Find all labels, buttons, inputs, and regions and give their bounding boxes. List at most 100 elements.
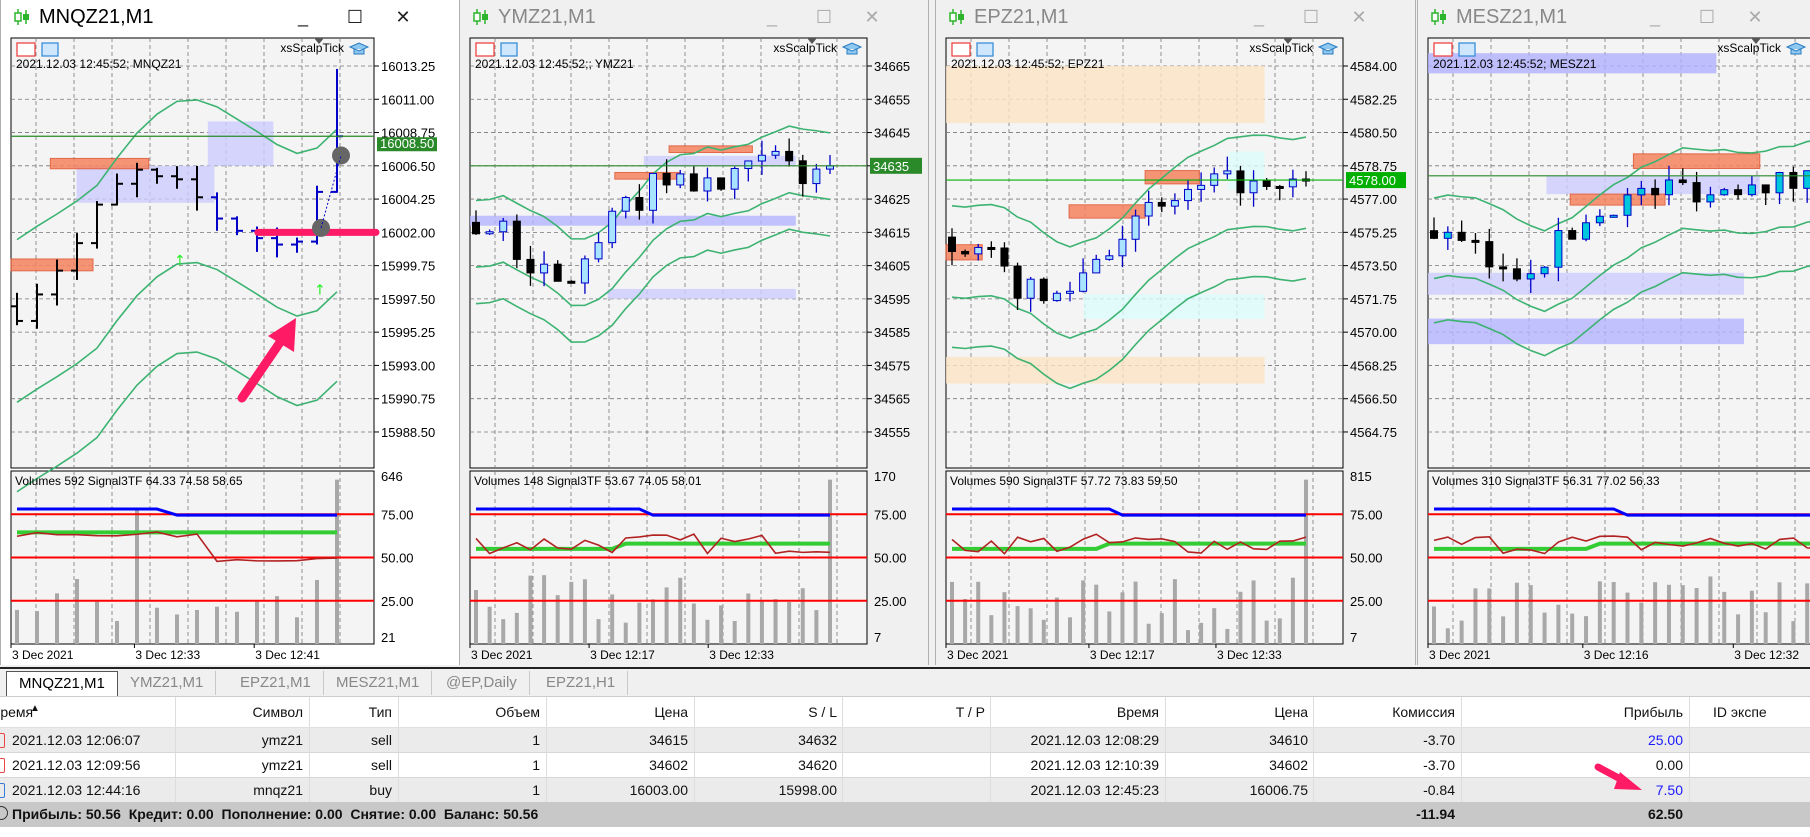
price-axis-label: 34625 <box>874 192 910 207</box>
column-header[interactable]: Цена <box>546 704 688 720</box>
price-axis-label: 4573.50 <box>1350 259 1397 274</box>
volumes-label: Volumes 592 Signal3TF 64.33 74.58 58.65 <box>15 474 243 488</box>
candle-body <box>1145 202 1152 216</box>
current-price-label: 16008.50 <box>380 136 434 151</box>
volume-bar <box>335 480 339 644</box>
trade-history-table: Время Символ Тип Объем Цена S / L T / P Время Це… <box>0 696 1810 837</box>
candle-body <box>1804 171 1810 189</box>
column-divider[interactable] <box>1689 697 1690 727</box>
column-header[interactable]: Прибыль <box>1461 704 1683 720</box>
volume-bar <box>624 623 628 644</box>
tab--ep-daily[interactable]: @EP,Daily <box>434 671 530 695</box>
candle-body <box>1080 273 1087 291</box>
candle-body <box>704 178 711 191</box>
column-header[interactable]: S / L <box>694 704 837 720</box>
account-summary: Прибыль: 50.56 Кредит: 0.00 Пополнение: … <box>12 806 538 822</box>
column-divider <box>1689 778 1690 802</box>
volume-bar <box>597 619 601 644</box>
cell-profit: 0.00 <box>1461 757 1683 773</box>
buy-order-icon <box>0 783 5 798</box>
column-header[interactable]: Объем <box>398 704 540 720</box>
candle-body <box>745 161 752 169</box>
price-chart[interactable]: 4584.004582.254580.504578.754577.004575.… <box>936 0 1415 665</box>
candle-body <box>1762 185 1769 193</box>
volume-bar <box>828 480 832 644</box>
column-header[interactable]: Тип <box>309 704 392 720</box>
indicator-axis-label: 75.00 <box>381 507 414 522</box>
candle-body <box>541 264 548 273</box>
date-axis-label: 3 Dec 12:33 <box>135 648 200 662</box>
list-icon <box>1434 43 1452 56</box>
volume-bar <box>665 587 669 644</box>
volume-bar <box>1695 588 1699 644</box>
indicator-axis-label: 7 <box>1350 630 1357 645</box>
volume-bar <box>1556 605 1560 644</box>
candle-body <box>962 251 969 253</box>
candle-body <box>1093 259 1100 273</box>
volume-bar <box>1612 582 1616 644</box>
volume-bar <box>75 579 79 644</box>
volume-bar <box>1291 578 1295 644</box>
candle-body <box>1053 293 1060 300</box>
price-chart[interactable]: 16013.2516011.0016008.7516006.5016004.25… <box>1 0 459 665</box>
price-axis-label: 4571.75 <box>1350 292 1397 307</box>
sort-ascending-icon[interactable]: ▲ <box>30 703 40 714</box>
candle-body <box>581 259 588 283</box>
volume-bar <box>1570 614 1574 644</box>
current-price-label: 34635 <box>873 159 909 174</box>
volume-bar <box>787 602 791 644</box>
volume-bar <box>1681 585 1685 644</box>
volume-bar <box>315 580 319 644</box>
price-axis-label: 16004.25 <box>381 192 435 207</box>
candle-body <box>988 247 995 249</box>
price-chart[interactable]: 2021.12.03 12:45:52; MESZ21xsScalpTickVo… <box>1418 0 1810 665</box>
commission-total: -11.94 <box>1361 806 1455 822</box>
candle-body <box>1444 232 1451 238</box>
price-axis-label: 34615 <box>874 225 910 240</box>
candle-body <box>772 151 779 155</box>
tab-epz21-m1[interactable]: EPZ21,M1 <box>228 671 324 695</box>
column-header[interactable]: Время <box>990 704 1159 720</box>
column-header[interactable]: Комиссия <box>1313 704 1455 720</box>
volume-bar <box>583 579 587 644</box>
volumes-label: Volumes 590 Signal3TF 57.72 73.83 59.50 <box>950 474 1178 488</box>
candle-body <box>1040 279 1047 300</box>
volume-bar <box>215 607 219 644</box>
column-header[interactable]: Символ <box>176 704 303 720</box>
column-header[interactable]: Цена <box>1165 704 1308 720</box>
price-axis-label: 4575.25 <box>1350 225 1397 240</box>
tab-ymz21-m1[interactable]: YMZ21,M1 <box>118 671 216 695</box>
tab-mesz21-m1[interactable]: MESZ21,M1 <box>324 671 432 695</box>
tab-epz21-h1[interactable]: EPZ21,H1 <box>534 671 628 695</box>
column-header[interactable]: ID экспе <box>1713 704 1810 720</box>
volume-bar <box>1750 591 1754 644</box>
cell-open-time: 2021.12.03 12:09:56 <box>12 757 132 773</box>
tab-mnqz21-m1[interactable]: MNQZ21,M1 <box>6 671 118 696</box>
volume-bar <box>1055 598 1059 644</box>
column-header[interactable]: Время <box>0 704 111 720</box>
volume-bar <box>1212 608 1216 644</box>
zone-band <box>1428 273 1744 295</box>
column-header[interactable]: T / P <box>842 704 985 720</box>
candle-body <box>677 174 684 185</box>
price-chart[interactable]: 3466534655346453462534615346053459534585… <box>460 0 928 665</box>
list-icon <box>17 43 35 56</box>
volume-bar <box>1147 624 1151 644</box>
volume-bar <box>1764 612 1768 644</box>
volume-bar <box>1501 616 1505 644</box>
candle-body <box>1132 216 1139 239</box>
candle-body <box>1665 180 1672 195</box>
volume-bar <box>1639 603 1643 644</box>
column-divider <box>842 753 843 777</box>
candle-body <box>1707 195 1714 202</box>
volume-bar <box>1199 623 1203 644</box>
zone-band <box>1084 294 1265 319</box>
candle-body <box>1583 223 1590 239</box>
